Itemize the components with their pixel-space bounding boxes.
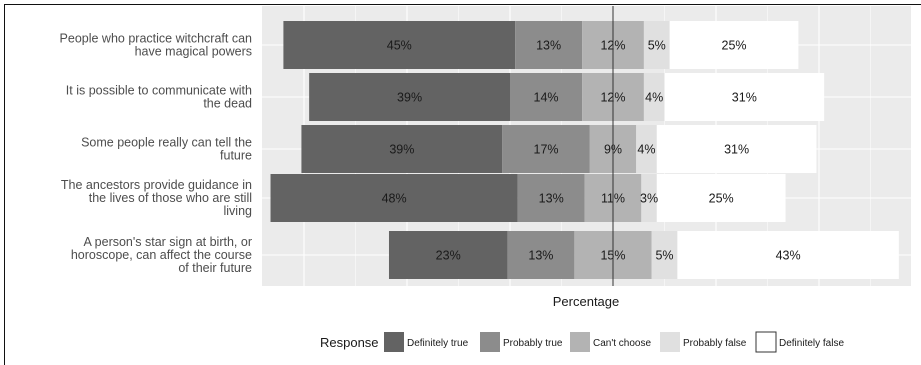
category-label: future: [220, 149, 252, 163]
category-label: A person's star sign at birth, or: [84, 235, 252, 249]
value-label: 43%: [776, 249, 801, 263]
category-label: the lives of those who are still: [89, 191, 252, 205]
bar-segment: [502, 125, 590, 173]
category-label: of their future: [178, 261, 252, 275]
value-label: 3%: [640, 192, 658, 206]
bar-segment: [507, 231, 575, 279]
bars: [270, 21, 899, 279]
figure-frame: [4, 4, 921, 365]
category-label: living: [224, 204, 253, 218]
legend-key: [570, 332, 590, 352]
value-label: 25%: [709, 192, 734, 206]
category-label: horoscope, can affect the course: [71, 248, 252, 262]
value-label: 45%: [387, 39, 412, 53]
category-label: People who practice witchcraft can: [60, 32, 253, 46]
legend-key: [660, 332, 680, 352]
legend-label: Definitely false: [779, 338, 844, 349]
bar-segment: [301, 125, 503, 173]
bar-segment: [283, 21, 516, 69]
value-label: 4%: [637, 143, 655, 157]
x-axis-title: Percentage: [553, 294, 620, 309]
bar-segment: [651, 231, 678, 279]
bar-segment: [309, 73, 510, 121]
legend-title: Response: [320, 335, 379, 350]
legend-key: [384, 332, 404, 352]
value-label: 23%: [436, 249, 461, 263]
value-label: 5%: [648, 39, 666, 53]
bar-segment: [636, 125, 657, 173]
category-label: have magical powers: [135, 45, 252, 59]
bar-segment: [388, 231, 508, 279]
bar-segment: [669, 21, 799, 69]
value-label: 39%: [397, 91, 422, 105]
bar-segment: [656, 174, 786, 222]
category-label: the dead: [203, 97, 252, 111]
legend-label: Can't choose: [593, 338, 651, 349]
category-label: It is possible to communicate with: [66, 84, 252, 98]
legend-key: [755, 331, 777, 353]
legend-label: Probably false: [683, 338, 747, 349]
value-label: 17%: [534, 143, 559, 157]
value-labels: 45% 13% 12% 5% 25%39% 14% 12% 4% 31%39% 17% 9% 4% 31…: [382, 39, 801, 263]
bar-segment: [643, 21, 670, 69]
bar-segment: [643, 73, 665, 121]
value-label: 13%: [528, 249, 553, 263]
bar-segment: [677, 231, 899, 279]
value-label: 31%: [724, 143, 749, 157]
value-label: 48%: [382, 192, 407, 206]
value-label: 39%: [389, 143, 414, 157]
category-label: The ancestors provide guidance in: [61, 178, 252, 192]
value-label: 5%: [655, 249, 673, 263]
bar-segment: [515, 21, 583, 69]
value-label: 4%: [645, 91, 663, 105]
legend-label: Probably true: [503, 338, 563, 349]
value-label: 31%: [732, 91, 757, 105]
bar-segment: [656, 125, 817, 173]
bar-segment: [664, 73, 825, 121]
legend: Response Definitely true Probably true Can…: [320, 331, 844, 353]
bar-segment: [517, 174, 585, 222]
legend-key: [480, 332, 500, 352]
value-label: 13%: [536, 39, 561, 53]
bar-segment: [270, 174, 518, 222]
value-label: 13%: [539, 192, 564, 206]
legend-label: Definitely true: [407, 338, 469, 349]
bar-segment: [641, 174, 657, 222]
category-label: Some people really can tell the: [81, 136, 252, 150]
bar-segment: [510, 73, 583, 121]
value-label: 14%: [534, 91, 559, 105]
value-label: 25%: [722, 39, 747, 53]
